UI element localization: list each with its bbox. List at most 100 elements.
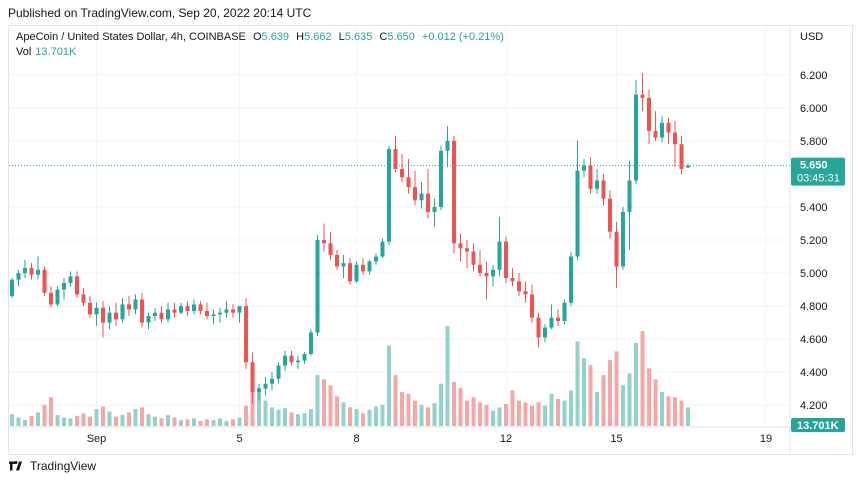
volume-bar: [133, 409, 138, 426]
candle-body: [393, 149, 398, 169]
volume-bar: [114, 416, 118, 426]
candle-body: [348, 263, 352, 282]
volume-bar: [653, 379, 658, 426]
candle-body: [601, 180, 606, 199]
volume-bar: [172, 417, 177, 426]
candle-body: [653, 130, 658, 138]
volume-bar: [465, 400, 469, 426]
candle-body: [231, 309, 235, 313]
candle-body: [458, 243, 463, 249]
candle-body: [315, 240, 320, 333]
candle-body: [582, 165, 586, 171]
candle-body: [569, 256, 573, 303]
volume-bar: [400, 392, 404, 426]
volume-bar: [601, 375, 606, 426]
last-price-badge: [791, 157, 845, 186]
volume-bar: [569, 390, 573, 426]
volume-bar: [16, 417, 21, 426]
volume-bar: [341, 402, 346, 426]
candle-body: [36, 269, 40, 275]
candle-body: [283, 355, 287, 366]
candle-body: [88, 302, 92, 315]
candle-body: [328, 243, 333, 255]
footer-brand[interactable]: TradingView: [30, 459, 97, 473]
volume-bar: [127, 412, 131, 426]
volume-value: 13.701K: [35, 46, 77, 58]
candle-body: [588, 165, 593, 189]
volume-bar: [419, 404, 424, 426]
volume-bar: [549, 393, 554, 426]
close-label: C: [379, 31, 388, 43]
volume-bar: [198, 420, 203, 426]
volume-bar: [536, 402, 541, 426]
price-tick-label: 5.400: [800, 202, 828, 214]
volume-bar: [484, 404, 489, 426]
candle-body: [484, 273, 489, 277]
candle-body: [679, 144, 684, 169]
candle-body: [263, 383, 268, 389]
footer: TradingView: [8, 459, 96, 473]
candle-body: [10, 279, 14, 297]
volume-bar: [36, 412, 40, 426]
volume-bar: [673, 397, 677, 426]
volume-bar: [205, 419, 209, 426]
symbol-label[interactable]: ApeCoin / United States Dollar, 4h, COIN…: [16, 31, 246, 43]
candle-body: [75, 276, 79, 295]
candle-body: [62, 282, 66, 290]
volume-bar: [387, 345, 391, 426]
volume-bar: [621, 385, 625, 426]
volume-bar: [140, 407, 144, 426]
low-value: 5.635: [344, 31, 373, 43]
volume-bar: [439, 383, 443, 426]
candle-body: [660, 122, 664, 138]
volume-legend: Vol 13.701K: [16, 46, 76, 58]
price-tick-label: 4.400: [800, 367, 828, 379]
volume-bar: [497, 407, 502, 426]
candle-body: [640, 94, 645, 98]
volume-bar: [543, 405, 547, 426]
candle-body: [55, 289, 60, 305]
volume-bar: [406, 393, 411, 426]
candle-body: [309, 332, 313, 354]
time-tick-label: 12: [500, 433, 512, 445]
candle-body: [666, 122, 671, 133]
volume-bar: [302, 413, 307, 426]
volume-bar: [166, 414, 170, 426]
price-tick-label: 4.800: [800, 301, 828, 313]
candle-body: [81, 294, 86, 303]
published-caption: Published on TradingView.com, Sep 20, 20…: [8, 6, 312, 20]
volume-bar: [94, 409, 99, 426]
candle-body: [445, 140, 450, 151]
volume-bar: [283, 408, 287, 426]
close-value: 5.650: [387, 31, 415, 43]
volume-bar: [120, 414, 125, 426]
time-tick-label: Sep: [87, 433, 107, 445]
candle-body: [367, 261, 372, 272]
volume-bars: [10, 326, 690, 426]
tradingview-logo-icon: [9, 461, 22, 471]
candle-body: [647, 97, 651, 131]
volume-bar: [23, 420, 27, 426]
volume-bar: [296, 414, 300, 426]
volume-bar: [491, 410, 495, 426]
candle-body: [387, 149, 391, 242]
candle-body: [614, 231, 619, 267]
time-axis: Sep5812151922: [9, 426, 790, 445]
volume-bar: [647, 368, 651, 426]
high-value: 5.662: [304, 31, 332, 43]
volume-bar: [445, 326, 450, 426]
price-axis: USD 6.200 6.000 5.800 5.400 5.200 5.000 4.800 4.…: [789, 26, 828, 455]
volume-bar: [309, 409, 313, 426]
volume-bar: [595, 392, 599, 426]
volume-bar: [588, 364, 593, 426]
candle-body: [400, 168, 404, 178]
ohlc-legend: ApeCoin / United States Dollar, 4h, COIN…: [16, 31, 504, 43]
volume-bar: [192, 418, 196, 426]
candle-body: [432, 206, 437, 212]
chart-frame[interactable]: [8, 25, 853, 455]
volume-bar: [146, 414, 151, 426]
open-value: 5.639: [261, 31, 290, 43]
volume-bar: [29, 415, 34, 426]
